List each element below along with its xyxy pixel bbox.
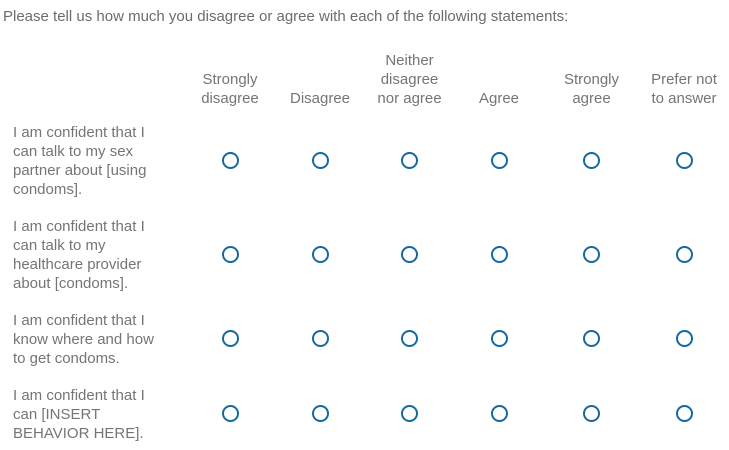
radio-r4-strongly-disagree[interactable] bbox=[221, 405, 239, 423]
radio-r4-disagree[interactable] bbox=[311, 405, 329, 423]
row-label-where-and-how: I am confident that I know where and how… bbox=[13, 311, 154, 367]
column-header-strongly-agree: Strongly agree bbox=[563, 71, 620, 107]
radio-r3-strongly-disagree[interactable] bbox=[221, 330, 239, 348]
radio-r3-prefer-not-to-answer[interactable] bbox=[675, 330, 693, 348]
matrix-corner-cell bbox=[0, 40, 185, 112]
radio-r4-agree[interactable] bbox=[490, 405, 508, 423]
radio-r2-agree[interactable] bbox=[490, 245, 508, 263]
radio-r1-prefer-not-to-answer[interactable] bbox=[675, 151, 693, 169]
row-label-sex-partner: I am confident that I can talk to my sex… bbox=[13, 123, 147, 198]
radio-r4-prefer-not-to-answer[interactable] bbox=[675, 405, 693, 423]
matrix-table: Strongly disagree Disagree Neither disag… bbox=[0, 40, 729, 450]
radio-r2-strongly-disagree[interactable] bbox=[221, 245, 239, 263]
column-header-prefer-not-to-answer: Prefer not to answer bbox=[651, 71, 717, 107]
column-header-strongly-disagree: Strongly disagree bbox=[201, 71, 259, 107]
column-header-agree: Agree bbox=[478, 90, 520, 107]
row-label-healthcare-provider: I am confident that I can talk to my hea… bbox=[13, 217, 145, 292]
radio-r2-prefer-not-to-answer[interactable] bbox=[675, 245, 693, 263]
radio-r3-neither[interactable] bbox=[401, 330, 418, 348]
radio-r1-strongly-agree[interactable] bbox=[583, 151, 600, 169]
column-header-neither: Neither disagree nor agree bbox=[377, 52, 442, 107]
radio-r1-agree[interactable] bbox=[490, 151, 508, 169]
radio-r2-disagree[interactable] bbox=[311, 245, 329, 263]
radio-r2-strongly-agree[interactable] bbox=[583, 245, 600, 263]
radio-r4-neither[interactable] bbox=[401, 405, 418, 423]
radio-r3-strongly-agree[interactable] bbox=[583, 330, 600, 348]
matrix-row-sex-partner: I am confident that I can talk to my sex… bbox=[0, 112, 729, 209]
radio-r1-disagree[interactable] bbox=[311, 151, 329, 169]
matrix-row-where-and-how: I am confident that I know where and how… bbox=[0, 300, 729, 378]
radio-r1-neither[interactable] bbox=[401, 151, 418, 169]
question-text: Please tell us how much you disagree or … bbox=[3, 8, 569, 25]
radio-r3-agree[interactable] bbox=[490, 330, 508, 348]
matrix-row-healthcare-provider: I am confident that I can talk to my hea… bbox=[0, 209, 729, 300]
row-label-insert-behavior: I am confident that I can [INSERT BEHAVI… bbox=[13, 386, 145, 442]
radio-r2-neither[interactable] bbox=[401, 245, 418, 263]
radio-r4-strongly-agree[interactable] bbox=[583, 405, 600, 423]
column-header-disagree: Disagree bbox=[289, 90, 351, 107]
radio-r1-strongly-disagree[interactable] bbox=[221, 151, 239, 169]
radio-r3-disagree[interactable] bbox=[311, 330, 329, 348]
matrix-row-insert-behavior: I am confident that I can [INSERT BEHAVI… bbox=[0, 378, 729, 450]
matrix-header-row: Strongly disagree Disagree Neither disag… bbox=[0, 40, 729, 112]
